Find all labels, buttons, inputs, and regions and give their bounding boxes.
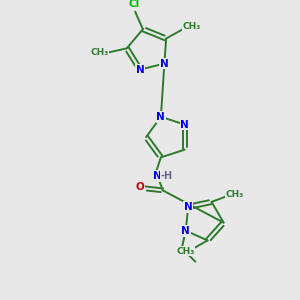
Text: Cl: Cl bbox=[128, 0, 140, 9]
Text: N: N bbox=[160, 58, 169, 69]
Text: O: O bbox=[135, 182, 144, 193]
Text: -H: -H bbox=[160, 171, 173, 181]
Text: N: N bbox=[184, 202, 193, 212]
Text: N: N bbox=[181, 226, 190, 236]
Text: N: N bbox=[136, 64, 144, 75]
Text: CH₃: CH₃ bbox=[91, 48, 109, 57]
Text: N: N bbox=[153, 171, 161, 181]
Text: N: N bbox=[180, 120, 189, 130]
Text: N: N bbox=[157, 112, 165, 122]
Text: CH₃: CH₃ bbox=[226, 190, 244, 199]
Text: CH₃: CH₃ bbox=[182, 22, 200, 32]
Text: CH₃: CH₃ bbox=[176, 247, 194, 256]
